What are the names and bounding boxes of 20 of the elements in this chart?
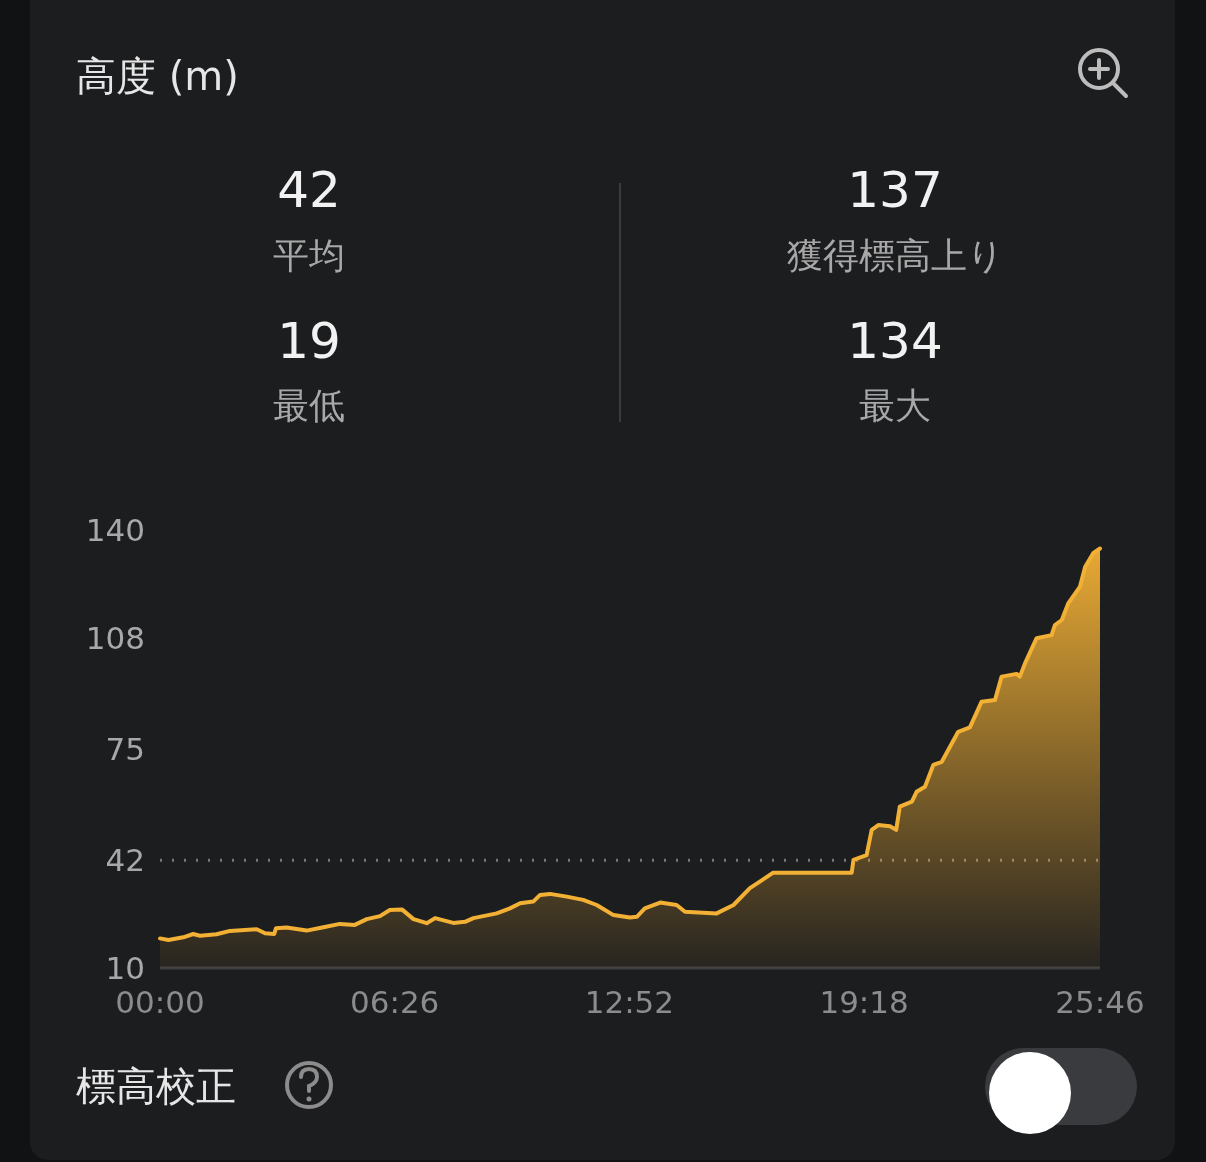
x-tick-label: 06:26 (350, 984, 440, 1020)
x-tick-label: 12:52 (584, 984, 675, 1020)
text: 最大 (859, 385, 931, 426)
text: 平均 (273, 235, 345, 276)
text: 19 (277, 312, 341, 370)
y-tick-label: 75 (105, 731, 145, 767)
y-tick-label: 140 (85, 512, 145, 548)
text: 獲得標高上り (786, 235, 1004, 276)
y-tick-label: 42 (105, 842, 145, 879)
y-tick-label: 10 (105, 950, 145, 986)
text: 標高校正 (76, 1063, 236, 1109)
x-tick-label: 25:46 (1055, 984, 1145, 1020)
text: 42 (277, 161, 341, 219)
x-tick-label: 19:18 (819, 984, 909, 1020)
chart-title: 高度 (m) (76, 53, 239, 99)
text: 137 (847, 161, 943, 219)
text: 最低 (273, 385, 345, 426)
x-tick-label: 00:00 (115, 984, 205, 1020)
y-tick-label: 108 (85, 619, 145, 656)
text: 134 (847, 312, 943, 370)
